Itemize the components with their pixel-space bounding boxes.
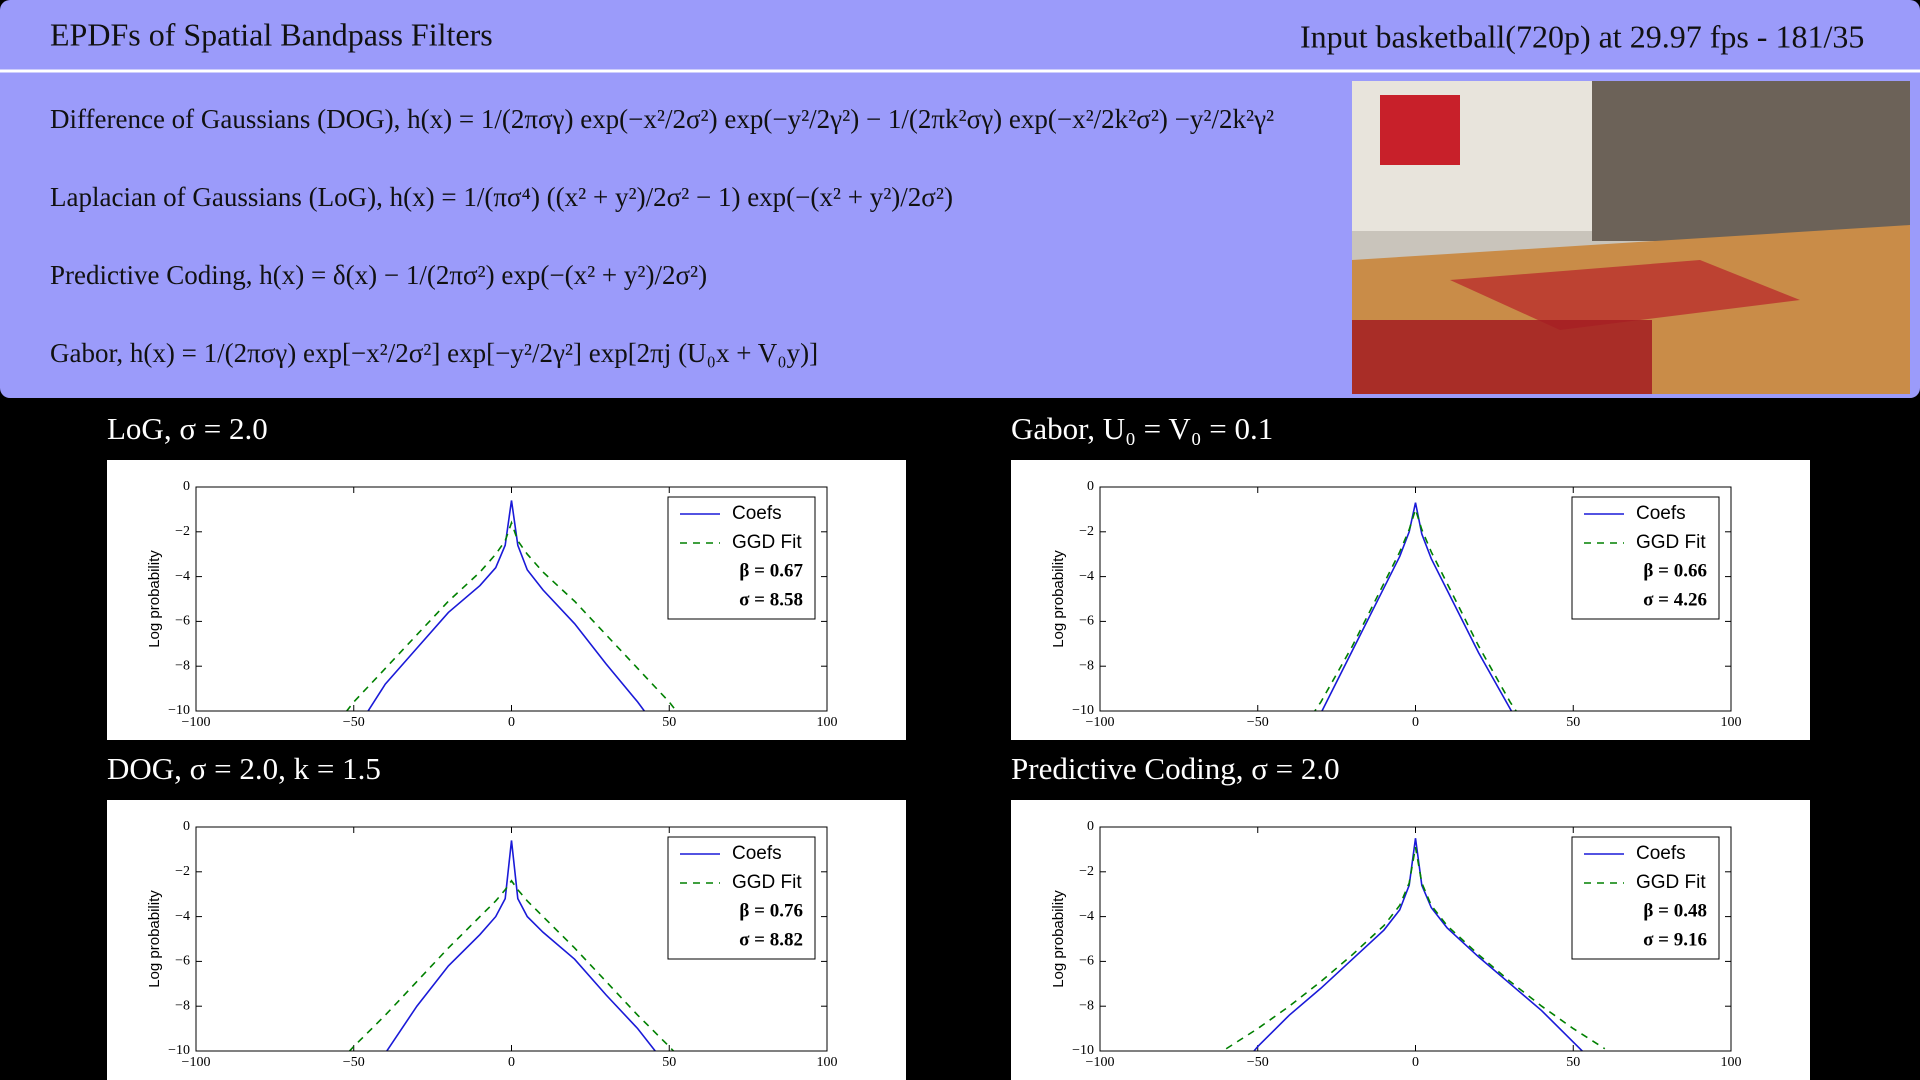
y-tick-label: −4 <box>175 569 190 584</box>
legend-label: Coefs <box>1636 843 1686 864</box>
chart-title: DOG, σ = 2.0, k = 1.5 <box>107 751 381 786</box>
legend-label: GGD Fit <box>732 532 802 553</box>
y-tick-label: −6 <box>175 954 190 969</box>
x-tick-label: 0 <box>1412 715 1419 730</box>
x-tick-label: 0 <box>1412 1055 1419 1070</box>
series-line <box>1321 502 1513 711</box>
plot-frame <box>1099 826 1732 1052</box>
x-tick-label: −100 <box>1086 1055 1115 1070</box>
x-tick-label: 0 <box>508 1055 515 1070</box>
x-tick-label: −50 <box>343 715 365 730</box>
x-tick-label: 50 <box>1566 715 1580 730</box>
y-tick-label: −6 <box>1079 954 1094 969</box>
y-tick-label: −10 <box>1072 703 1094 718</box>
y-tick-label: −6 <box>1079 614 1094 629</box>
legend-label: Coefs <box>1636 503 1686 524</box>
plot-frame <box>195 826 828 1052</box>
x-tick-label: 100 <box>1721 1055 1742 1070</box>
legend-box <box>667 496 816 620</box>
legend-label: GGD Fit <box>732 872 802 893</box>
y-tick-label: −10 <box>168 1043 190 1058</box>
chart: DOG, σ = 2.0, k = 1.5 Log probability 0 −2 −… <box>107 751 906 1080</box>
video-frame <box>1352 81 1910 394</box>
y-tick-label: −8 <box>175 998 190 1013</box>
legend-box <box>667 836 816 960</box>
chart-title: Gabor, U₀ = V₀ = 0.1 <box>1011 411 1273 446</box>
x-tick-label: −50 <box>343 1055 365 1070</box>
y-tick-label: 0 <box>1087 819 1094 834</box>
chart: Predictive Coding, σ = 2.0 Log probabilit… <box>1011 751 1810 1080</box>
x-tick-label: 50 <box>662 715 676 730</box>
series-line <box>345 520 678 711</box>
y-axis-label: Log probability <box>1050 550 1067 648</box>
chart: Gabor, U₀ = V₀ = 0.1 Log probability 0 −2 −4… <box>1011 411 1810 740</box>
slide-title: EPDFs of Spatial Bandpass Filters <box>50 16 493 52</box>
y-axis-label: Log probability <box>146 890 163 988</box>
legend-annotation: β = 0.66 <box>1643 560 1707 581</box>
plot-frame <box>1099 486 1732 712</box>
x-tick-label: −100 <box>182 1055 211 1070</box>
chart-title: Predictive Coding, σ = 2.0 <box>1011 751 1340 786</box>
legend-box <box>1571 836 1720 960</box>
legend-annotation: σ = 9.16 <box>1643 929 1707 950</box>
series-line <box>1225 847 1606 1050</box>
legend-label: Coefs <box>732 503 782 524</box>
y-tick-label: −2 <box>1079 524 1094 539</box>
legend-box <box>1571 496 1720 620</box>
y-tick-label: −8 <box>1079 658 1094 673</box>
y-tick-label: 0 <box>183 479 190 494</box>
legend-label: Coefs <box>732 843 782 864</box>
y-tick-label: 0 <box>183 819 190 834</box>
legend-annotation: σ = 8.82 <box>739 929 803 950</box>
y-tick-label: −10 <box>168 703 190 718</box>
y-tick-label: −4 <box>1079 909 1094 924</box>
y-tick-label: −2 <box>175 524 190 539</box>
legend-annotation: β = 0.67 <box>739 560 803 581</box>
series-line <box>1252 838 1584 1051</box>
formula: Laplacian of Gaussians (LoG), h(x) = 1/(… <box>50 182 953 212</box>
y-axis-label: Log probability <box>146 550 163 648</box>
y-tick-label: −4 <box>1079 569 1094 584</box>
x-tick-label: 100 <box>817 1055 838 1070</box>
legend-label: GGD Fit <box>1636 872 1706 893</box>
legend-annotation: β = 0.76 <box>739 900 803 921</box>
y-tick-label: −8 <box>175 658 190 673</box>
legend-annotation: σ = 8.58 <box>739 589 803 610</box>
x-tick-label: 0 <box>508 715 515 730</box>
x-tick-label: 50 <box>1566 1055 1580 1070</box>
y-tick-label: 0 <box>1087 479 1094 494</box>
y-axis-label: Log probability <box>1050 890 1067 988</box>
plot-frame <box>195 486 828 712</box>
x-tick-label: −50 <box>1247 715 1269 730</box>
x-tick-label: −50 <box>1247 1055 1269 1070</box>
series-line <box>348 879 675 1051</box>
x-tick-label: 100 <box>817 715 838 730</box>
legend-annotation: σ = 4.26 <box>1643 589 1707 610</box>
x-tick-label: −100 <box>1086 715 1115 730</box>
y-tick-label: −2 <box>175 864 190 879</box>
y-tick-label: −8 <box>1079 998 1094 1013</box>
legend-label: GGD Fit <box>1636 532 1706 553</box>
x-tick-label: 100 <box>1721 715 1742 730</box>
y-tick-label: −10 <box>1072 1043 1094 1058</box>
formula: Predictive Coding, h(x) = δ(x) − 1/(2πσ²… <box>50 260 707 290</box>
formula: Difference of Gaussians (DOG), h(x) = 1/… <box>50 104 1274 134</box>
chart-title: LoG, σ = 2.0 <box>107 411 268 446</box>
x-tick-label: 50 <box>662 1055 676 1070</box>
series-line <box>367 500 646 711</box>
y-tick-label: −6 <box>175 614 190 629</box>
y-tick-label: −4 <box>175 909 190 924</box>
series-line <box>385 840 657 1051</box>
legend-annotation: β = 0.48 <box>1643 900 1707 921</box>
formula: Gabor, h(x) = 1/(2πσγ) exp[−x²/2σ²] exp[… <box>50 338 818 368</box>
y-tick-label: −2 <box>1079 864 1094 879</box>
status-text: Input basketball(720p) at 29.97 fps - 18… <box>1300 18 1864 54</box>
x-tick-label: −100 <box>182 715 211 730</box>
